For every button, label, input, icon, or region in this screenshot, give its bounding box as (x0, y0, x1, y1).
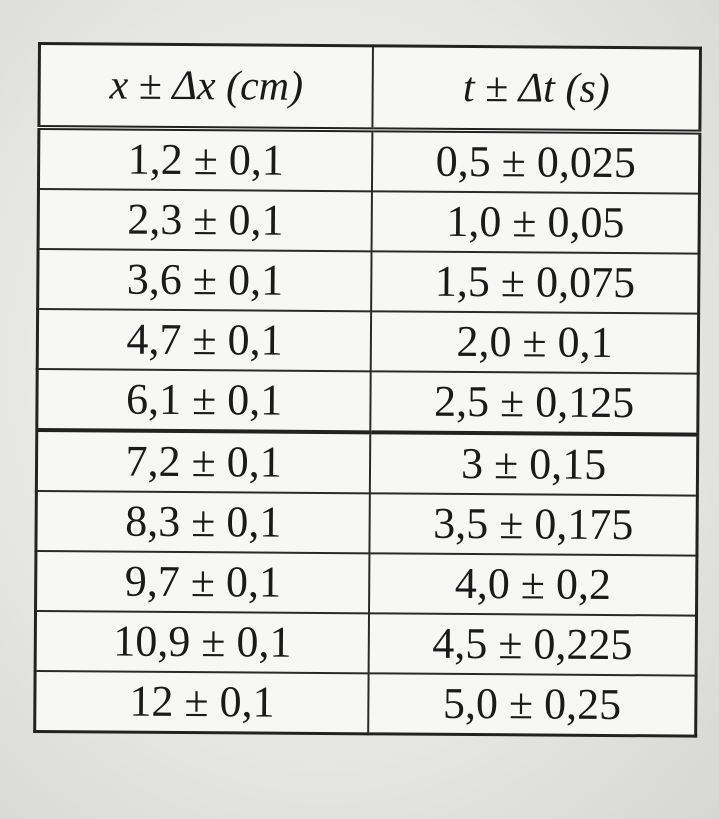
cell-time: 2,0 ± 0,1 (371, 311, 699, 374)
table-row: 12 ± 0,1 5,0 ± 0,25 (34, 670, 697, 737)
cell-position: 12 ± 0,1 (34, 670, 369, 734)
table-row: 4,7 ± 0,1 2,0 ± 0,1 (37, 309, 699, 374)
cell-time: 4,0 ± 0,2 (369, 553, 697, 616)
table-row: 3,6 ± 0,1 1,5 ± 0,075 (37, 249, 700, 314)
cell-position: 9,7 ± 0,1 (35, 550, 370, 614)
cell-time: 2,5 ± 0,125 (370, 371, 699, 435)
cell-position: 1,2 ± 0,1 (38, 127, 373, 192)
cell-position: 3,6 ± 0,1 (37, 249, 372, 312)
table-row: 8,3 ± 0,1 3,5 ± 0,175 (35, 490, 698, 556)
cell-position: 10,9 ± 0,1 (35, 610, 370, 674)
cell-position: 4,7 ± 0,1 (37, 309, 372, 372)
header-position: x ± Δx (cm) (38, 43, 374, 130)
measurement-table: x ± Δx (cm) t ± Δt (s) 1,2 ± 0,1 0,5 ± 0… (33, 42, 702, 738)
table-row: 10,9 ± 0,1 4,5 ± 0,225 (35, 610, 697, 676)
cell-position: 8,3 ± 0,1 (35, 490, 371, 554)
cell-time: 1,5 ± 0,075 (371, 251, 700, 314)
table-row: 7,2 ± 0,1 3 ± 0,15 (36, 430, 698, 496)
cell-time: 3,5 ± 0,175 (369, 493, 698, 556)
cell-time: 0,5 ± 0,025 (372, 129, 700, 194)
cell-position: 2,3 ± 0,1 (38, 189, 373, 252)
cell-position: 7,2 ± 0,1 (36, 430, 371, 494)
table-row: 2,3 ± 0,1 1,0 ± 0,05 (38, 189, 700, 254)
cell-position: 6,1 ± 0,1 (36, 369, 372, 433)
table-row: 9,7 ± 0,1 4,0 ± 0,2 (35, 550, 697, 616)
table-row: 6,1 ± 0,1 2,5 ± 0,125 (36, 369, 699, 435)
cell-time: 1,0 ± 0,05 (371, 191, 700, 254)
table-row: 1,2 ± 0,1 0,5 ± 0,025 (38, 127, 700, 194)
cell-time: 5,0 ± 0,25 (368, 673, 697, 737)
cell-time: 3 ± 0,15 (370, 432, 698, 496)
header-row: x ± Δx (cm) t ± Δt (s) (38, 43, 701, 133)
header-time: t ± Δt (s) (372, 45, 701, 133)
cell-time: 4,5 ± 0,225 (368, 613, 697, 676)
table-container: x ± Δx (cm) t ± Δt (s) 1,2 ± 0,1 0,5 ± 0… (33, 42, 702, 738)
